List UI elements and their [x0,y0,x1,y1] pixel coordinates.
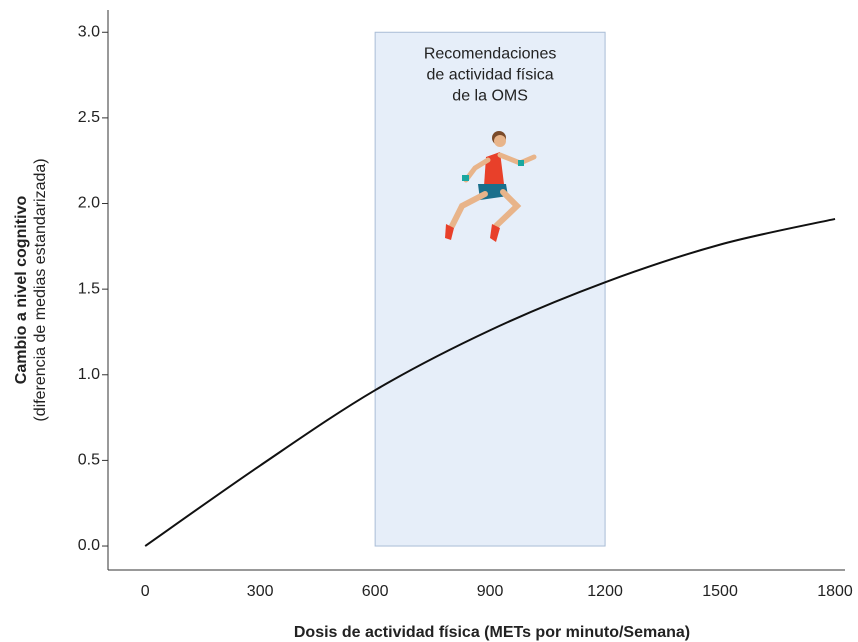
x-tick-label: 0 [141,583,150,600]
y-tick-label: 1.5 [78,280,100,297]
y-tick-label: 0.5 [78,452,100,469]
y-axis-title: Cambio a nivel cognitivo [13,196,30,385]
x-axis-title: Dosis de actividad física (METs por minu… [294,624,690,641]
y-tick-label: 3.0 [78,23,100,40]
highlight-label: de actividad física [427,66,554,83]
highlight-label: de la OMS [452,87,528,104]
y-tick-label: 0.0 [78,537,100,554]
highlight-label: Recomendaciones [424,45,557,62]
y-axis-subtitle: (diferencia de medias estandarizada) [32,158,49,421]
y-tick-label: 2.0 [78,195,100,212]
highlight-region [375,32,605,546]
x-tick-label: 1500 [702,583,738,600]
y-tick-label: 2.5 [78,109,100,126]
y-tick-label: 1.0 [78,366,100,383]
x-tick-label: 300 [247,583,274,600]
x-tick-label: 1800 [817,583,853,600]
x-tick-label: 600 [362,583,389,600]
x-tick-label: 1200 [587,583,623,600]
x-tick-label: 900 [477,583,504,600]
chart: Recomendaciones de actividad física de la … [0,0,858,642]
